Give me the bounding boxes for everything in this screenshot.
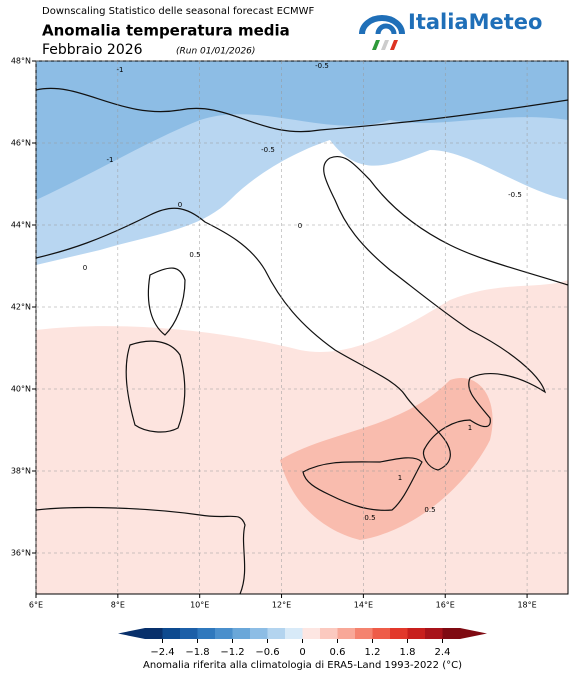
contour-label: 0.5 (189, 251, 200, 259)
contour-label: -0.5 (508, 191, 522, 199)
y-tick-label: 38°N (11, 467, 31, 476)
colorbar-bin (425, 628, 443, 639)
logo-icon (359, 15, 405, 50)
colorbar-bin (215, 628, 233, 639)
x-tick-label: 12°E (272, 601, 291, 610)
map-field (36, 61, 568, 594)
y-tick-label: 40°N (11, 385, 31, 394)
colorbar-tick-label: −1.8 (185, 647, 209, 658)
coastlines (36, 87, 568, 594)
colorbar-tick-label: −0.6 (255, 647, 279, 658)
contour-label: 1 (468, 424, 472, 432)
colorbar-bin (372, 628, 391, 639)
x-tick-label: 8°E (111, 601, 125, 610)
colorbar-tick-label: 0 (299, 647, 305, 658)
title: Anomalia temperatura media (42, 22, 290, 40)
contour-label: 0 (178, 201, 182, 209)
run-date: (Run 01/01/2026) (176, 47, 255, 57)
colorbar-bin (390, 628, 408, 639)
contour-label: -1 (107, 156, 114, 164)
contour-label: 1 (398, 474, 402, 482)
colorbar-tick-label: 1.2 (365, 647, 381, 658)
y-tick-label: 42°N (11, 303, 31, 312)
subtitle: Downscaling Statistico delle seasonal fo… (42, 6, 314, 17)
y-tick-label: 48°N (11, 57, 31, 66)
x-tick-label: 14°E (354, 601, 373, 610)
x-tick-label: 16°E (436, 601, 455, 610)
colorbar-tick-label: 1.8 (400, 647, 416, 658)
colorbar-extend-low (118, 628, 145, 639)
y-tick-label: 44°N (11, 221, 31, 230)
colorbar-label: Anomalia riferita alla climatologia di E… (143, 660, 462, 671)
colorbar-bin (337, 628, 356, 639)
contour-label: 0 (83, 264, 87, 272)
period: Febbraio 2026 (42, 42, 143, 58)
y-tick-label: 46°N (11, 139, 31, 148)
colorbar-bin (442, 628, 461, 639)
colorbar-extend-high (460, 628, 487, 639)
contour-label: 0 (298, 222, 302, 230)
colorbar-bin (267, 628, 286, 639)
colorbar-bin (197, 628, 216, 639)
colorbar-bin (355, 628, 373, 639)
colorbar-tick-label: −1.2 (220, 647, 244, 658)
x-tick-label: 10°E (190, 601, 209, 610)
y-tick-label: 36°N (11, 549, 31, 558)
colorbar-bin (145, 628, 163, 639)
colorbar-tick-label: 0.6 (330, 647, 346, 658)
colorbar-bin (320, 628, 338, 639)
logo-text: ItaliaMeteo (408, 10, 542, 34)
colorbar-bin (180, 628, 198, 639)
colorbar-bin (162, 628, 181, 639)
colorbar-tick-label: −2.4 (150, 647, 174, 658)
contour-label: -0.5 (315, 62, 329, 70)
colorbar-bin (407, 628, 426, 639)
contour-label: -1 (117, 66, 124, 74)
x-tick-label: 18°E (517, 601, 536, 610)
colorbar-bin (285, 628, 303, 639)
colorbar-bin (232, 628, 251, 639)
contour-label: -0.5 (261, 146, 275, 154)
contour-label: 0.5 (424, 506, 435, 514)
contour-label: 0.5 (364, 514, 375, 522)
colorbar-bin (302, 628, 321, 639)
x-tick-label: 6°E (29, 601, 43, 610)
colorbar-tick-label: 2.4 (435, 647, 451, 658)
colorbar-bin (250, 628, 268, 639)
